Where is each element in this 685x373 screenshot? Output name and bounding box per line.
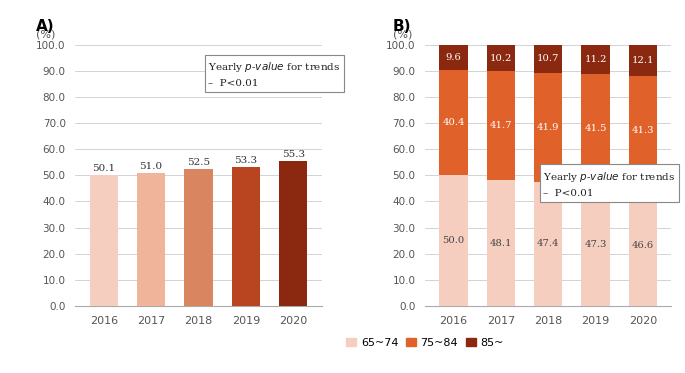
Text: 41.3: 41.3 — [632, 126, 654, 135]
Text: 11.2: 11.2 — [584, 55, 607, 64]
Bar — [137, 173, 165, 306]
Bar — [439, 175, 468, 306]
Bar — [439, 45, 468, 70]
Text: 12.1: 12.1 — [632, 56, 654, 65]
Bar — [629, 76, 657, 184]
Text: 52.5: 52.5 — [187, 158, 210, 167]
Bar — [629, 45, 657, 76]
Text: 50.0: 50.0 — [443, 236, 464, 245]
Bar — [232, 167, 260, 306]
Bar — [534, 45, 562, 73]
Bar — [90, 175, 118, 306]
Legend: 65~74, 75~84, 85~: 65~74, 75~84, 85~ — [342, 333, 508, 352]
Text: B): B) — [393, 19, 412, 34]
Bar — [486, 71, 515, 180]
Text: 41.9: 41.9 — [537, 123, 560, 132]
Text: 50.1: 50.1 — [92, 164, 115, 173]
Text: (%): (%) — [36, 29, 55, 40]
Text: 41.7: 41.7 — [490, 121, 512, 130]
Text: 51.0: 51.0 — [140, 162, 162, 170]
Text: 48.1: 48.1 — [490, 239, 512, 248]
Text: 47.3: 47.3 — [584, 239, 607, 249]
Text: 40.4: 40.4 — [443, 118, 464, 127]
Text: 46.6: 46.6 — [632, 241, 654, 250]
Text: (%): (%) — [393, 29, 412, 40]
Text: 55.3: 55.3 — [282, 150, 305, 159]
Text: 41.5: 41.5 — [584, 124, 607, 133]
Bar — [279, 162, 308, 306]
Text: 10.2: 10.2 — [490, 54, 512, 63]
Bar — [582, 45, 610, 74]
Bar — [486, 45, 515, 71]
Text: Yearly $\it{p}$-$\it{value}$ for trends
–  P<0.01: Yearly $\it{p}$-$\it{value}$ for trends … — [208, 60, 340, 88]
Text: 10.7: 10.7 — [537, 54, 560, 63]
Text: Yearly $\it{p}$-$\it{value}$ for trends
–  P<0.01: Yearly $\it{p}$-$\it{value}$ for trends … — [543, 170, 675, 198]
Text: A): A) — [36, 19, 55, 34]
Text: 53.3: 53.3 — [234, 156, 258, 164]
Bar — [534, 182, 562, 306]
Bar — [582, 182, 610, 306]
Bar — [486, 180, 515, 306]
Bar — [439, 70, 468, 175]
Bar — [629, 184, 657, 306]
Bar — [582, 74, 610, 182]
Text: 47.4: 47.4 — [537, 239, 560, 248]
Bar — [184, 169, 212, 306]
Text: 9.6: 9.6 — [445, 53, 461, 62]
Bar — [534, 73, 562, 182]
